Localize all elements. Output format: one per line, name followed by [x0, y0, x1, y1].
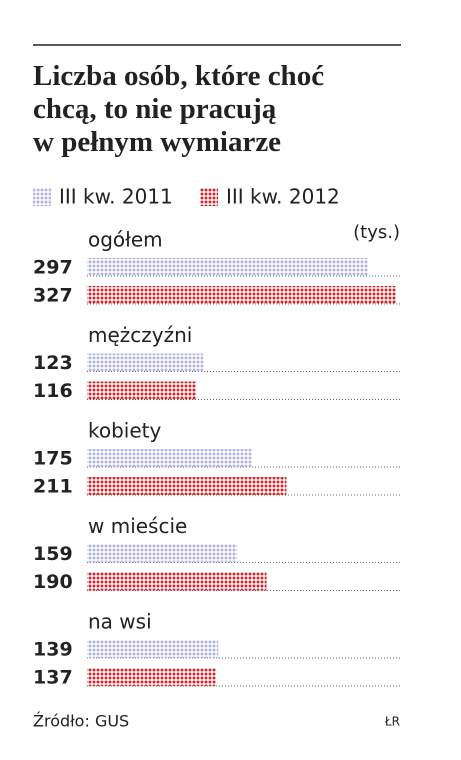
- legend-swatch: [33, 188, 51, 206]
- legend-label: III kw. 2012: [226, 185, 340, 209]
- category-label: ogółem: [88, 228, 163, 252]
- bar: [87, 572, 267, 591]
- bar: [87, 640, 219, 658]
- value-label: 116: [33, 380, 73, 402]
- bar: [87, 544, 238, 563]
- value-label: 139: [33, 639, 73, 661]
- value-label: 175: [33, 448, 73, 470]
- category-label: na wsi: [88, 610, 152, 634]
- category-label: kobiety: [88, 419, 162, 443]
- value-label: 211: [33, 476, 73, 498]
- bar: [87, 286, 396, 304]
- chart-title: Liczba osób, które choć chcą, to nie pra…: [33, 60, 325, 158]
- bar: [87, 258, 368, 276]
- category-label: w mieście: [88, 514, 187, 538]
- unit-label: (tys.): [353, 222, 400, 243]
- value-label: 327: [33, 285, 73, 307]
- legend-swatch: [200, 188, 218, 206]
- value-label: 159: [33, 543, 73, 565]
- bar: [87, 668, 217, 686]
- category-label: mężczyźni: [88, 323, 192, 347]
- bar: [87, 449, 253, 467]
- credit: ŁR: [384, 715, 400, 729]
- value-label: 123: [33, 352, 73, 374]
- bar: [87, 353, 204, 372]
- source: Źródło: GUS: [33, 712, 129, 731]
- legend-label: III kw. 2011: [59, 185, 173, 209]
- value-label: 190: [33, 571, 73, 593]
- bar: [87, 381, 197, 400]
- value-label: 297: [33, 257, 73, 279]
- value-label: 137: [33, 667, 73, 689]
- bar: [87, 477, 287, 495]
